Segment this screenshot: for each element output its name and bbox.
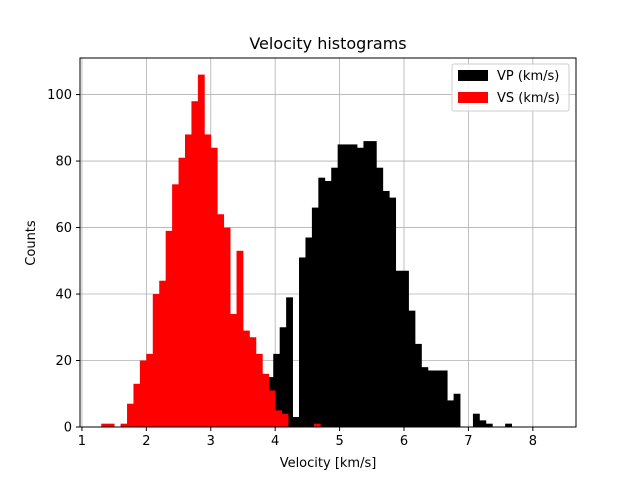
x-tick-label: 7 xyxy=(464,434,472,449)
vs-histogram-bar xyxy=(230,313,237,427)
x-tick-label: 3 xyxy=(207,434,215,449)
vs-histogram-bar xyxy=(127,403,134,427)
vs-histogram-bar xyxy=(249,337,257,427)
vs-histogram-bar xyxy=(178,157,186,427)
vp-histogram-bar xyxy=(414,343,422,427)
legend-swatch-vs xyxy=(458,92,488,103)
x-tick-label: 8 xyxy=(529,434,537,449)
vs-histogram-bar xyxy=(255,353,263,427)
vs-histogram-bar xyxy=(159,280,167,427)
chart-title: Velocity histograms xyxy=(249,34,406,53)
vp-histogram-bar xyxy=(286,297,293,427)
vp-histogram-bar xyxy=(395,270,403,427)
vp-histogram-bar xyxy=(363,141,371,428)
vp-histogram-bar xyxy=(421,367,429,427)
vs-histogram-bar xyxy=(191,101,199,427)
vs-histogram-bar xyxy=(210,147,218,427)
vs-histogram-bar xyxy=(223,227,231,427)
vp-histogram-bar xyxy=(311,207,319,427)
vs-histogram-bar xyxy=(268,390,276,427)
vp-histogram-bar xyxy=(376,167,384,427)
axes-frame xyxy=(79,57,577,428)
vp-histogram-bar xyxy=(331,167,339,427)
vs-histogram-bar xyxy=(107,423,115,427)
y-tick-label: 20 xyxy=(55,354,72,369)
vp-histogram-bar xyxy=(324,181,332,427)
vs-histogram-bar xyxy=(101,423,109,427)
vp-histogram-bar xyxy=(337,144,345,427)
vs-histogram-bar xyxy=(146,353,154,427)
vp-histogram-bar xyxy=(402,270,409,427)
vs-histogram-bar xyxy=(204,134,212,427)
vs-histogram-bar xyxy=(242,330,250,427)
vp-histogram-bar xyxy=(389,197,397,427)
y-tick-label: 80 xyxy=(55,155,72,170)
vp-histogram-bar xyxy=(434,370,442,427)
vp-histogram-bar xyxy=(299,257,306,427)
vp-histogram-bar xyxy=(369,141,377,428)
histogram-bars xyxy=(101,74,512,428)
vp-histogram-bar xyxy=(356,147,364,427)
vp-histogram-bar xyxy=(440,370,448,427)
vp-histogram-bar xyxy=(453,393,461,427)
vs-histogram-bar xyxy=(217,214,225,427)
vp-histogram-bar xyxy=(447,400,455,427)
x-axis-label: Velocity [km/s] xyxy=(280,456,377,471)
vs-histogram-bar xyxy=(120,423,128,427)
legend-swatch-vp xyxy=(458,70,488,81)
vp-histogram-bar xyxy=(350,144,358,427)
vs-histogram-bar xyxy=(262,373,270,427)
vp-histogram-bar xyxy=(382,190,390,427)
vp-histogram-bar xyxy=(479,420,487,427)
vp-histogram-bar xyxy=(273,353,281,427)
y-tick-label: 60 xyxy=(55,221,72,236)
x-tick-label: 6 xyxy=(400,434,408,449)
y-axis-label: Counts xyxy=(24,220,39,266)
vs-histogram-bar xyxy=(275,410,283,427)
legend: VP (km/s) VS (km/s) xyxy=(451,63,570,112)
vp-histogram-bar xyxy=(344,144,351,427)
legend-label-vs: VS (km/s) xyxy=(497,91,560,106)
vp-histogram-bar xyxy=(408,310,416,427)
vs-histogram-bar xyxy=(139,360,147,427)
vs-histogram-bar xyxy=(236,250,244,427)
vs-histogram-bar xyxy=(313,423,321,427)
vp-histogram-bar xyxy=(427,370,435,427)
x-tick-label: 4 xyxy=(271,434,279,449)
vs-histogram-bar xyxy=(152,294,160,427)
vs-histogram-bar xyxy=(172,184,179,427)
x-tick-label: 5 xyxy=(335,434,343,449)
vs-histogram-bar xyxy=(281,413,289,427)
vp-histogram-bar xyxy=(292,417,300,427)
vp-histogram-bar xyxy=(485,423,493,427)
vs-histogram-bar xyxy=(133,383,141,427)
vs-histogram-bar xyxy=(165,230,173,427)
vp-histogram-bar xyxy=(505,423,512,427)
y-tick-label: 40 xyxy=(55,288,72,303)
vp-histogram-bar xyxy=(318,177,326,427)
vp-histogram-bar xyxy=(472,413,480,427)
y-tick-label: 0 xyxy=(64,421,72,436)
vs-histogram-bar xyxy=(197,74,205,428)
x-tick-label: 2 xyxy=(142,434,150,449)
vp-histogram-bar xyxy=(305,237,313,427)
y-tick-label: 100 xyxy=(47,88,72,103)
legend-label-vp: VP (km/s) xyxy=(497,69,559,84)
x-tick-label: 1 xyxy=(78,434,86,449)
vp-histogram-bar xyxy=(279,327,287,427)
vs-histogram-bar xyxy=(184,134,192,427)
